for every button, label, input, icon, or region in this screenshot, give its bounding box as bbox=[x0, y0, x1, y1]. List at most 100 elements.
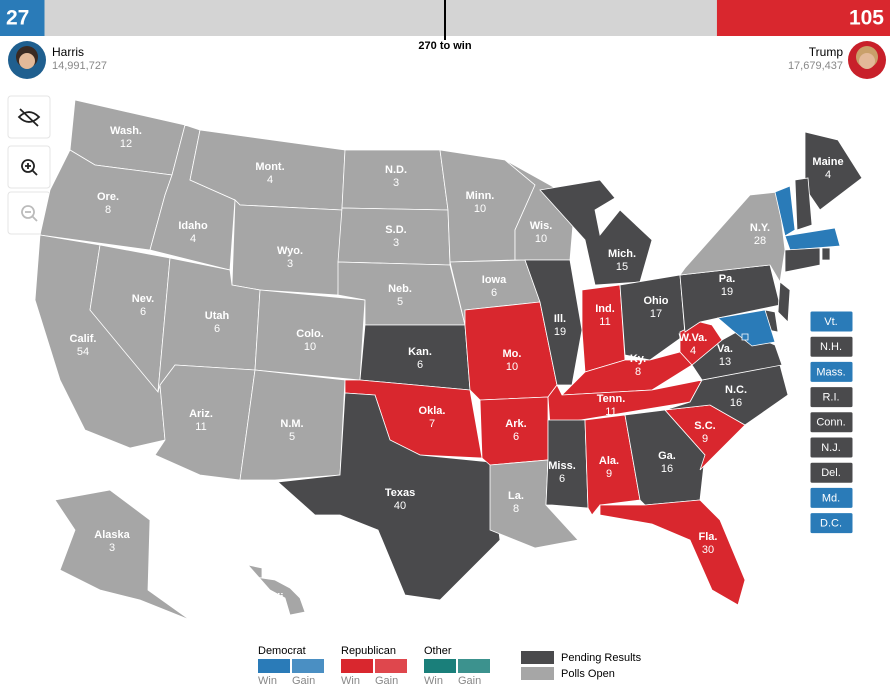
state[interactable] bbox=[539, 179, 653, 286]
state-label: Wash. bbox=[110, 125, 142, 137]
state-ev: 6 bbox=[417, 359, 423, 371]
small-state[interactable] bbox=[794, 177, 813, 231]
state-label: Tenn. bbox=[597, 393, 626, 405]
small-state[interactable] bbox=[777, 281, 791, 323]
state-label: Ore. bbox=[97, 191, 119, 203]
small-state-label: Md. bbox=[822, 492, 840, 504]
photo-face bbox=[19, 53, 35, 69]
trump-name: Trump bbox=[809, 45, 844, 59]
small-state-box[interactable] bbox=[809, 335, 854, 358]
state-ev: 4 bbox=[263, 605, 269, 617]
controls bbox=[7, 95, 51, 235]
small-state-label: N.J. bbox=[821, 442, 841, 454]
small-state[interactable] bbox=[784, 247, 821, 273]
state-label: Mont. bbox=[255, 161, 284, 173]
state-label: Fla. bbox=[699, 531, 718, 543]
small-state-box[interactable] bbox=[809, 386, 854, 409]
small-state-box[interactable] bbox=[809, 310, 854, 333]
legend-pending: Pending Results bbox=[561, 652, 642, 664]
small-state-box[interactable] bbox=[809, 486, 854, 509]
small-state-box[interactable] bbox=[809, 512, 854, 535]
state-label: Texas bbox=[385, 487, 415, 499]
state[interactable] bbox=[54, 489, 191, 621]
state-label: Mo. bbox=[503, 348, 522, 360]
state[interactable] bbox=[581, 284, 626, 373]
state-ev: 9 bbox=[702, 433, 708, 445]
state-label: Nev. bbox=[132, 293, 154, 305]
state-ev: 12 bbox=[120, 138, 132, 150]
state-label: Ark. bbox=[505, 418, 526, 430]
small-state-label: Conn. bbox=[816, 417, 845, 429]
legend-open: Polls Open bbox=[561, 668, 615, 680]
small-state[interactable] bbox=[821, 247, 831, 261]
small-state-label: R.I. bbox=[822, 392, 839, 404]
state-ev: 10 bbox=[474, 203, 486, 215]
state-label: La. bbox=[508, 490, 524, 502]
state-ev: 19 bbox=[554, 326, 566, 338]
state-label: S.C. bbox=[694, 420, 715, 432]
state[interactable] bbox=[804, 131, 863, 211]
state-ev: 7 bbox=[429, 418, 435, 430]
state[interactable] bbox=[599, 499, 746, 606]
legend-item: Gain bbox=[292, 675, 315, 687]
state-label: Miss. bbox=[548, 460, 576, 472]
state-ev: 6 bbox=[491, 287, 497, 299]
state-ev: 11 bbox=[599, 316, 610, 328]
legend-swatch bbox=[458, 659, 490, 673]
state-label: Wyo. bbox=[277, 245, 303, 257]
state-label: N.C. bbox=[725, 384, 747, 396]
state-label: Ill. bbox=[554, 313, 566, 325]
state-ev: 15 bbox=[616, 261, 628, 273]
hide-icon bbox=[17, 108, 41, 127]
small-state-box[interactable] bbox=[809, 360, 854, 383]
legend-item: Gain bbox=[458, 675, 481, 687]
legend-item: Gain bbox=[375, 675, 398, 687]
legend-swatch bbox=[521, 651, 554, 664]
state-label: N.Y. bbox=[750, 222, 770, 234]
state-ev: 17 bbox=[650, 308, 662, 320]
state[interactable] bbox=[246, 564, 306, 616]
small-state[interactable] bbox=[784, 227, 841, 251]
state-label: Wis. bbox=[530, 220, 553, 232]
state-ev: 16 bbox=[661, 463, 673, 475]
small-state-box[interactable] bbox=[809, 411, 854, 434]
state-label: Kan. bbox=[408, 346, 432, 358]
state[interactable] bbox=[277, 392, 501, 601]
state-label: Iowa bbox=[482, 274, 507, 286]
state-label: Okla. bbox=[419, 405, 446, 417]
state-label: Ga. bbox=[658, 450, 676, 462]
small-state-box[interactable] bbox=[809, 436, 854, 459]
state-ev: 16 bbox=[730, 397, 742, 409]
state[interactable] bbox=[619, 274, 686, 361]
state-label: Idaho bbox=[178, 220, 208, 232]
state-label: Ind. bbox=[595, 303, 615, 315]
state-ev: 11 bbox=[195, 421, 206, 433]
trump-ev: 105 bbox=[849, 7, 884, 30]
harris-ev: 27 bbox=[6, 7, 29, 30]
zoom-in-icon bbox=[21, 159, 38, 176]
small-state[interactable] bbox=[741, 333, 749, 341]
state-label: Neb. bbox=[388, 283, 412, 295]
state-ev: 28 bbox=[754, 235, 766, 247]
small-state-box[interactable] bbox=[809, 461, 854, 484]
state[interactable] bbox=[679, 191, 786, 284]
state[interactable] bbox=[239, 369, 346, 481]
state-ev: 54 bbox=[77, 346, 89, 358]
state-label: Ariz. bbox=[189, 408, 213, 420]
zoom-in-button[interactable] bbox=[7, 145, 51, 189]
small-state-label: Mass. bbox=[816, 366, 845, 378]
legend-item: Win bbox=[424, 675, 443, 687]
small-state[interactable] bbox=[774, 185, 796, 237]
small-state[interactable] bbox=[717, 309, 776, 347]
state-label: N.M. bbox=[280, 418, 303, 430]
legend-swatch bbox=[521, 667, 554, 680]
state-label: Colo. bbox=[296, 328, 324, 340]
state-ev: 10 bbox=[506, 361, 518, 373]
trump-bar bbox=[716, 0, 890, 36]
state-label: S.D. bbox=[385, 224, 406, 236]
state-ev: 11 bbox=[605, 406, 616, 418]
harris-bar bbox=[0, 0, 45, 36]
state-ev: 9 bbox=[606, 468, 612, 480]
state-ev: 5 bbox=[397, 296, 403, 308]
